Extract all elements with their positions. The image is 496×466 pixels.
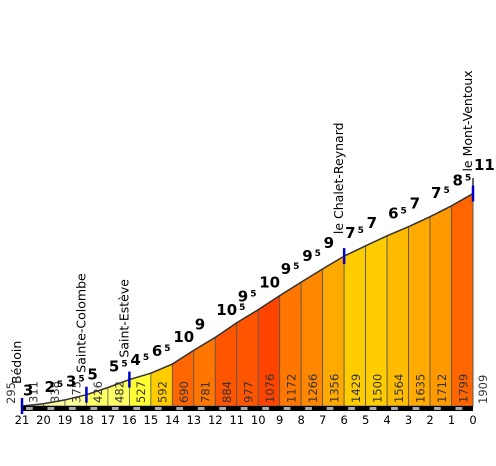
place-label: Saint-Estève xyxy=(116,279,131,358)
altitude-label: 1356 xyxy=(327,374,341,403)
baseline-dash xyxy=(133,407,141,410)
baseline-dash xyxy=(219,407,227,410)
altitude-label: 338 xyxy=(48,381,62,403)
altitude-label: 884 xyxy=(220,381,234,403)
profile-outline xyxy=(21,178,474,407)
baseline-dash xyxy=(68,407,76,410)
baseline-dash xyxy=(240,407,248,410)
altitude-label: 1266 xyxy=(306,374,320,403)
gradient-label: 10 5 xyxy=(216,301,245,319)
km-tick-label: 21 xyxy=(15,413,30,427)
km-tick-label: 11 xyxy=(229,413,244,427)
km-tick-label: 1 xyxy=(448,413,455,427)
gradient-label: 9 xyxy=(195,315,205,333)
baseline-dash xyxy=(305,407,312,410)
km-tick-label: 17 xyxy=(101,413,116,427)
altitude-label: 311 xyxy=(27,381,41,403)
km-tick-label: 5 xyxy=(362,413,369,427)
baseline-dash xyxy=(26,407,33,410)
baseline-dash xyxy=(154,407,162,410)
baseline-dash xyxy=(90,407,98,410)
baseline-dash xyxy=(348,407,355,410)
km-tick-label: 4 xyxy=(383,413,390,427)
baseline-dash xyxy=(326,407,334,410)
altitude-label: 1076 xyxy=(263,374,277,403)
place-label: le Chalet-Reynard xyxy=(331,122,346,234)
km-tick-label: 9 xyxy=(276,413,283,427)
gradient-label: 7 xyxy=(410,195,420,213)
altitude-label: 295 xyxy=(4,382,18,404)
km-tick-label: 19 xyxy=(58,413,73,427)
km-tick-label: 8 xyxy=(298,413,305,427)
altitude-label: 592 xyxy=(156,381,170,403)
km-tick-label: 14 xyxy=(165,413,180,427)
baseline-dash xyxy=(434,407,441,410)
baseline-dash xyxy=(283,407,291,410)
place-label: Sainte-Colombe xyxy=(73,273,88,373)
place-label: Bédoin xyxy=(9,341,24,384)
altitude-label: 781 xyxy=(199,381,213,403)
altitude-label: 1909 xyxy=(476,375,490,404)
km-tick-label: 3 xyxy=(405,413,412,427)
gradient-label: 7 xyxy=(367,214,377,232)
altitude-label: 1429 xyxy=(349,374,363,403)
altitude-label: 1564 xyxy=(392,374,406,403)
km-tick-label: 20 xyxy=(36,413,51,427)
km-tick-label: 7 xyxy=(319,413,326,427)
km-tick-label: 12 xyxy=(208,413,223,427)
baseline-dash xyxy=(47,407,55,410)
gradient-label: 9 xyxy=(324,234,334,252)
baseline-dash xyxy=(111,407,119,410)
gradient-label: 10 xyxy=(173,328,194,346)
altitude-label: 426 xyxy=(91,381,105,403)
km-tick-label: 18 xyxy=(79,413,94,427)
altitude-label: 1635 xyxy=(413,374,427,403)
altitude-label: 482 xyxy=(113,381,127,403)
baseline-dash xyxy=(455,407,463,410)
altitude-label: 1799 xyxy=(456,374,470,403)
altitude-label: 1500 xyxy=(370,374,384,403)
km-tick-label: 10 xyxy=(251,413,266,427)
baseline-dash xyxy=(391,407,398,410)
km-tick-label: 2 xyxy=(426,413,433,427)
baseline-dash xyxy=(197,407,205,410)
gradient-label: 11 xyxy=(474,156,495,174)
altitude-label: 375 xyxy=(70,381,84,403)
km-tick-label: 6 xyxy=(340,413,347,427)
gradient-label: 5 xyxy=(87,365,97,383)
altitude-label: 977 xyxy=(242,381,256,403)
place-label: le Mont-Ventoux xyxy=(460,70,475,171)
baseline-dash xyxy=(412,407,420,410)
gradient-label: 10 xyxy=(259,274,280,292)
gradient-label: 3 xyxy=(23,382,33,400)
km-tick-label: 15 xyxy=(144,413,159,427)
altitude-label: 1712 xyxy=(435,374,449,403)
altitude-label: 1172 xyxy=(284,374,298,403)
km-tick-label: 13 xyxy=(186,413,201,427)
baseline-dash xyxy=(369,407,377,410)
baseline-dash xyxy=(262,407,269,410)
altitude-label: 690 xyxy=(177,381,191,403)
km-tick-label: 16 xyxy=(122,413,137,427)
baseline-dash xyxy=(176,407,184,410)
km-tick-label: 0 xyxy=(469,413,476,427)
altitude-label: 527 xyxy=(134,381,148,403)
